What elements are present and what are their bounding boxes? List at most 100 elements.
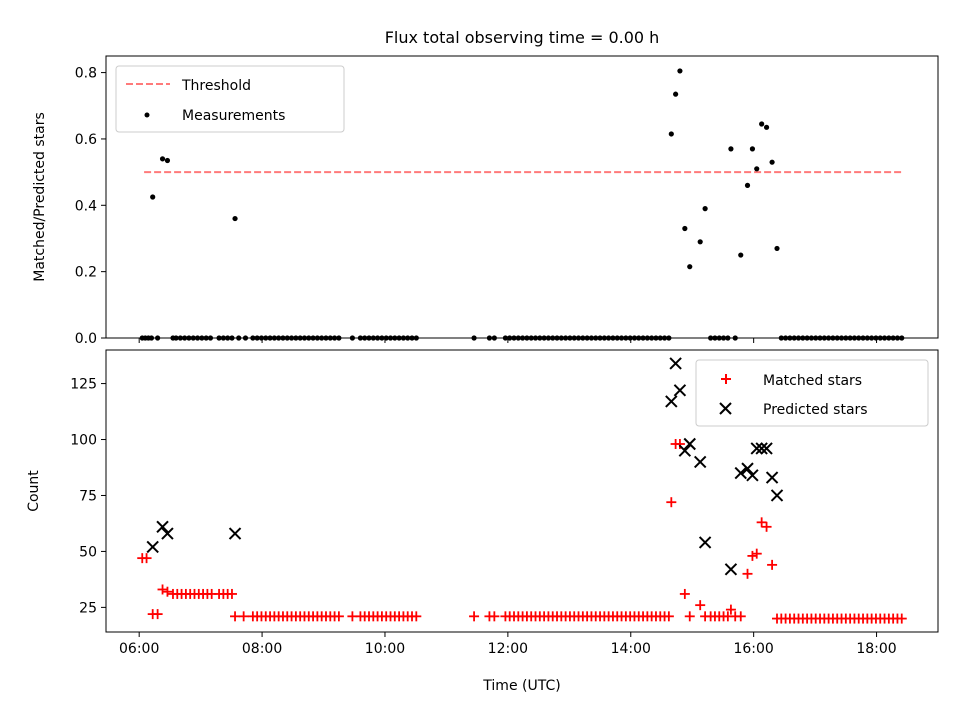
- matched-star-marker: [695, 600, 706, 611]
- measurement-point: [728, 146, 734, 152]
- bottom-legend: Matched stars Predicted stars: [695, 359, 929, 427]
- matched-star-marker: [162, 586, 173, 597]
- matched-star-marker: [896, 613, 907, 624]
- bottom-ytick-label: 50: [79, 544, 97, 560]
- predicted-star-marker: [665, 395, 678, 408]
- measurement-point: [668, 131, 674, 137]
- matched-star-marker: [761, 521, 772, 532]
- matched-star-marker: [411, 611, 422, 622]
- bottom-ytick-label: 100: [70, 433, 97, 449]
- measurement-point: [232, 215, 238, 222]
- matched-star-marker: [141, 553, 152, 564]
- matched-star-marker: [735, 611, 746, 622]
- predicted-star-marker: [683, 437, 696, 451]
- measurement-point: [759, 121, 765, 127]
- matched-star-marker: [238, 611, 249, 622]
- predicted-star-marker: [161, 527, 174, 540]
- top-ylabel: Matched/Predicted stars: [32, 112, 48, 282]
- matched-star-marker: [725, 604, 736, 615]
- predicted-star-marker: [678, 444, 692, 457]
- matched-legend-label: Matched stars: [763, 373, 862, 389]
- top-legend: Threshold Measurements: [115, 65, 345, 133]
- bottom-axes: 25 50 75 100 125 06:00 08:00 10:00 12:00 14:00 16:…: [26, 349, 939, 694]
- bottom-ytick-label: 125: [70, 377, 97, 393]
- predicted-star-marker: [724, 563, 738, 576]
- matched-star-marker: [674, 439, 685, 449]
- matched-star-marker: [333, 611, 344, 622]
- matched-star-marker: [226, 588, 237, 599]
- measurements-legend-label: Measurements: [182, 108, 285, 124]
- measurement-point: [769, 159, 775, 165]
- predicted-star-marker: [693, 455, 707, 469]
- predicted-star-marker: [228, 527, 242, 540]
- matched-star-marker: [157, 584, 168, 595]
- measurement-point: [697, 239, 703, 245]
- matched-star-marker: [489, 611, 500, 622]
- matched-star-marker: [663, 611, 674, 622]
- matched-star-marker: [747, 550, 758, 561]
- bottom-xtick-label: 14:00: [611, 641, 651, 657]
- measurement-point: [738, 252, 744, 258]
- predicted-star-marker: [156, 520, 169, 534]
- matched-star-marker: [152, 609, 163, 620]
- measurement-point: [677, 68, 683, 74]
- predicted-legend-label: Predicted stars: [763, 402, 868, 418]
- measurements-legend-swatch: [144, 112, 150, 118]
- predicted-star-marker: [741, 462, 754, 475]
- measurement-point: [159, 156, 166, 162]
- bottom-ytick-label: 25: [79, 600, 97, 616]
- top-ytick-label: 0.6: [75, 132, 97, 148]
- matched-stars-points: [137, 439, 907, 624]
- measurement-point: [682, 225, 688, 232]
- matched-star-marker: [684, 611, 695, 622]
- predicted-star-marker: [760, 442, 773, 455]
- predicted-star-marker: [770, 489, 784, 502]
- measurement-point: [774, 245, 780, 252]
- matched-star-marker: [756, 517, 767, 528]
- matched-star-marker: [469, 611, 480, 622]
- measurement-point: [744, 182, 751, 188]
- bottom-xtick-label: 06:00: [119, 641, 159, 657]
- measurement-point: [754, 166, 760, 172]
- predicted-star-marker: [673, 384, 687, 397]
- predicted-star-marker: [734, 466, 747, 480]
- measurement-point: [687, 264, 693, 270]
- bottom-ytick-label: 75: [79, 488, 97, 504]
- bottom-axes-frame: [105, 349, 939, 633]
- measurement-point: [673, 91, 679, 97]
- matched-star-marker: [666, 497, 677, 508]
- chart-title: Flux total observing time = 0.00 h: [385, 28, 660, 47]
- top-ytick-label: 0.8: [75, 66, 97, 82]
- predicted-star-marker: [698, 536, 712, 549]
- matched-star-marker: [742, 568, 753, 579]
- predicted-legend-swatch: [719, 402, 732, 415]
- bottom-xtick-label: 18:00: [856, 641, 896, 657]
- measurement-point: [164, 157, 171, 164]
- predicted-star-marker: [765, 471, 779, 484]
- top-ytick-label: 0.4: [75, 198, 97, 214]
- measurement-point: [702, 206, 708, 212]
- threshold-legend-label: Threshold: [181, 78, 251, 94]
- matched-star-marker: [679, 588, 690, 599]
- top-axes-frame: [105, 55, 939, 339]
- predicted-star-marker: [755, 442, 768, 455]
- top-ytick-label: 0.0: [75, 331, 97, 347]
- predicted-star-marker: [750, 442, 763, 455]
- predicted-star-marker: [746, 469, 759, 482]
- predicted-star-marker: [669, 357, 682, 370]
- predicted-star-marker: [146, 540, 159, 554]
- matched-legend-swatch: [721, 374, 731, 384]
- matched-star-marker: [767, 559, 778, 570]
- matched-star-marker: [751, 548, 762, 559]
- bottom-xtick-label: 10:00: [365, 641, 405, 657]
- bottom-xtick-label: 08:00: [242, 641, 282, 657]
- bottom-xtick-label: 16:00: [733, 641, 773, 657]
- top-ytick-label: 0.2: [75, 265, 97, 281]
- predicted-stars-points: [146, 357, 784, 576]
- measurement-point: [749, 146, 756, 152]
- top-axes: 0.00.20.40.60.8 Matched/Predicted stars …: [32, 55, 939, 347]
- measurement-point: [150, 194, 156, 200]
- bottom-xlabel: Time (UTC): [482, 678, 560, 694]
- measurement-point: [763, 124, 770, 130]
